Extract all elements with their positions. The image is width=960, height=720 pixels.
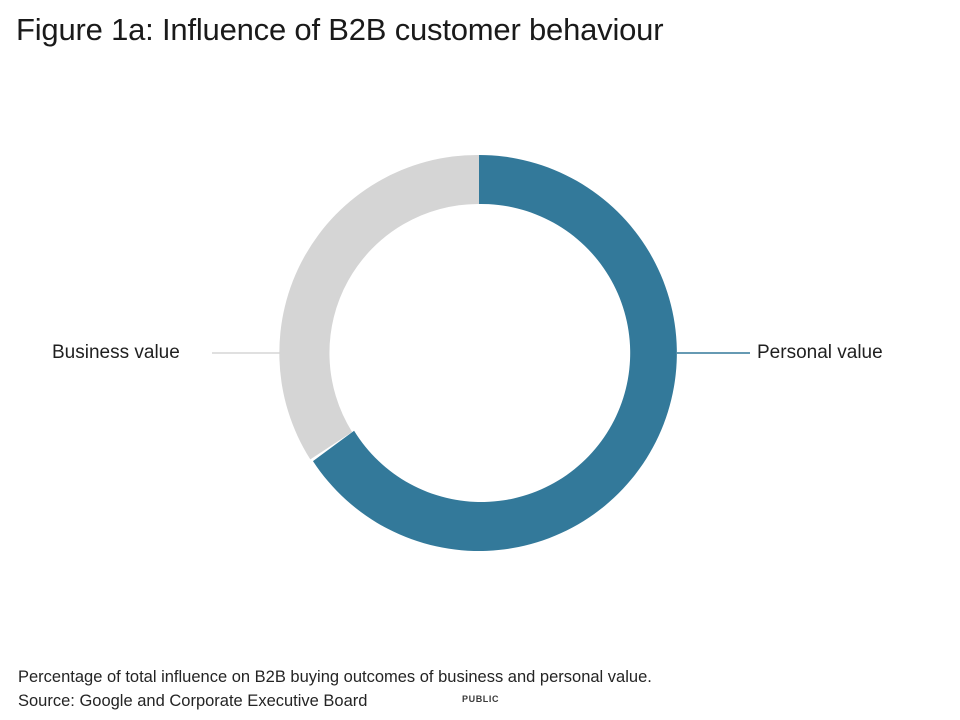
footer: Percentage of total influence on B2B buy…	[18, 665, 948, 713]
footer-caption: Percentage of total influence on B2B buy…	[18, 668, 652, 686]
classification-badge: PUBLIC	[462, 694, 500, 704]
slice-label-business-value: Business value	[52, 342, 180, 363]
donut-slice-business-value[interactable]	[279, 154, 479, 460]
donut-chart: Business value Personal value	[52, 154, 883, 551]
page-title: Figure 1a: Influence of B2B customer beh…	[16, 12, 664, 47]
donut-chart-svg	[212, 154, 750, 551]
footer-source-row: Source: Google and Corporate Executive B…	[18, 689, 948, 713]
slice-label-personal-value: Personal value	[757, 342, 883, 363]
footer-source-text: Source: Google and Corporate Executive B…	[18, 692, 368, 710]
